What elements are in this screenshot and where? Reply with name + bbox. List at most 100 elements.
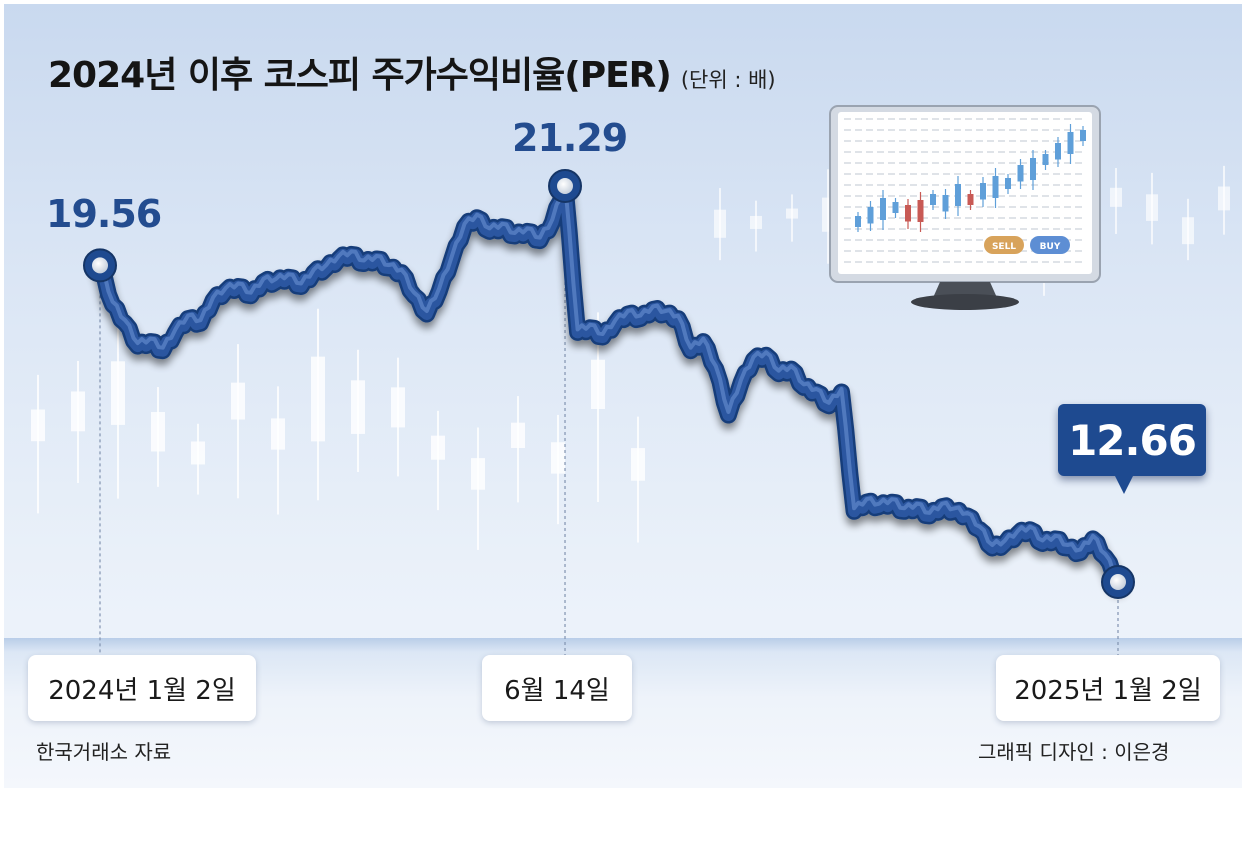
highlight-dot xyxy=(557,178,574,194)
monitor-grid-dash xyxy=(976,261,983,263)
monitor-grid-dash xyxy=(855,162,862,164)
monitor-grid-dash xyxy=(943,261,950,263)
bg-candle-body xyxy=(551,442,565,474)
monitor-grid-dash xyxy=(844,140,851,142)
monitor-grid-dash xyxy=(998,151,1005,153)
monitor-grid-dash xyxy=(877,195,884,197)
monitor-grid-dash xyxy=(954,162,961,164)
monitor-grid-dash xyxy=(866,239,873,241)
monitor-grid-dash xyxy=(899,184,906,186)
monitor-grid-dash xyxy=(844,129,851,131)
monitor-grid-dash xyxy=(1020,250,1027,252)
monitor-grid-dash xyxy=(976,184,983,186)
monitor-grid-dash xyxy=(1075,184,1082,186)
monitor-grid-dash xyxy=(855,261,862,263)
monitor-grid-dash xyxy=(1031,129,1038,131)
monitor-grid-dash xyxy=(943,250,950,252)
monitor-grid-dash xyxy=(1009,206,1016,208)
monitor-grid-dash xyxy=(1042,217,1049,219)
monitor-candle-body xyxy=(1042,154,1049,165)
monitor-grid-dash xyxy=(943,151,950,153)
monitor-candle-body xyxy=(980,183,986,200)
monitor-grid-dash xyxy=(987,173,994,175)
monitor-candle-body xyxy=(967,194,974,205)
monitor-grid-dash xyxy=(987,140,994,142)
sell-button-label: SELL xyxy=(992,242,1016,252)
monitor-grid-dash xyxy=(899,118,906,120)
monitor-grid-dash xyxy=(1075,140,1082,142)
monitor-grid-dash xyxy=(899,195,906,197)
monitor-grid-dash xyxy=(1053,129,1060,131)
monitor-grid-dash xyxy=(1075,173,1082,175)
monitor-grid-dash xyxy=(888,129,895,131)
bg-candle-body xyxy=(471,458,485,490)
monitor-grid-dash xyxy=(855,140,862,142)
monitor-grid-dash xyxy=(1064,173,1071,175)
monitor-grid-dash xyxy=(1031,217,1038,219)
monitor-grid-dash xyxy=(987,195,994,197)
monitor-grid-dash xyxy=(866,173,873,175)
monitor-grid-dash xyxy=(877,261,884,263)
monitor-grid-dash xyxy=(910,239,917,241)
chart-title: 2024년 이후 코스피 주가수익비율(PER) (단위 : 배) xyxy=(48,46,776,98)
monitor-grid-dash xyxy=(998,129,1005,131)
monitor-candle-body xyxy=(1055,143,1061,160)
monitor-grid-dash xyxy=(987,151,994,153)
monitor-grid-dash xyxy=(1064,206,1071,208)
monitor-grid-dash xyxy=(998,118,1005,120)
monitor-grid-dash xyxy=(921,261,928,263)
monitor-grid-dash xyxy=(943,140,950,142)
monitor-grid-dash xyxy=(965,162,972,164)
monitor-grid-dash xyxy=(954,118,961,120)
monitor-grid-dash xyxy=(1042,140,1049,142)
bg-candle-body xyxy=(1146,194,1158,221)
monitor-grid-dash xyxy=(866,228,873,230)
monitor-grid-dash xyxy=(921,228,928,230)
monitor-grid-dash xyxy=(1053,261,1060,263)
monitor-grid-dash xyxy=(855,250,862,252)
monitor-grid-dash xyxy=(1053,195,1060,197)
monitor-candle-body xyxy=(955,184,961,206)
peak-value-label: 21.29 xyxy=(512,116,628,160)
monitor-grid-dash xyxy=(1053,206,1060,208)
monitor-grid-dash xyxy=(877,250,884,252)
monitor-grid-dash xyxy=(1020,129,1027,131)
monitor-grid-dash xyxy=(888,162,895,164)
monitor-grid-dash xyxy=(1053,173,1060,175)
monitor-grid-dash xyxy=(965,184,972,186)
monitor-grid-dash xyxy=(932,129,939,131)
monitor-grid-dash xyxy=(899,217,906,219)
monitor-grid-dash xyxy=(998,217,1005,219)
monitor-grid-dash xyxy=(954,261,961,263)
monitor-grid-dash xyxy=(899,239,906,241)
monitor-grid-dash xyxy=(943,162,950,164)
monitor-grid-dash xyxy=(1053,118,1060,120)
monitor-grid-dash xyxy=(1064,129,1071,131)
monitor-grid-dash xyxy=(998,228,1005,230)
monitor-grid-dash xyxy=(1075,250,1082,252)
monitor-grid-dash xyxy=(998,206,1005,208)
monitor-candle-body xyxy=(1067,132,1074,154)
bg-candle-body xyxy=(631,448,645,481)
monitor-grid-dash xyxy=(954,228,961,230)
monitor-grid-dash xyxy=(998,162,1005,164)
chart-title-text: 2024년 이후 코스피 주가수익비율(PER) xyxy=(48,55,672,96)
monitor-grid-dash xyxy=(954,129,961,131)
monitor-grid-dash xyxy=(1075,162,1082,164)
monitor-grid-dash xyxy=(1042,195,1049,197)
monitor-grid-dash xyxy=(877,184,884,186)
monitor-grid-dash xyxy=(899,228,906,230)
monitor-grid-dash xyxy=(844,250,851,252)
highlight-dot xyxy=(92,257,108,274)
monitor-grid-dash xyxy=(932,261,939,263)
bg-candle-body xyxy=(431,435,445,460)
highlight-dot xyxy=(1110,574,1126,590)
monitor-grid-dash xyxy=(1020,162,1027,164)
monitor-grid-dash xyxy=(987,162,994,164)
monitor-candle-body xyxy=(1017,165,1024,182)
monitor-grid-dash xyxy=(1031,195,1038,197)
monitor-grid-dash xyxy=(866,162,873,164)
monitor-grid-dash xyxy=(855,184,862,186)
monitor-grid-dash xyxy=(1009,151,1016,153)
monitor-grid-dash xyxy=(965,217,972,219)
